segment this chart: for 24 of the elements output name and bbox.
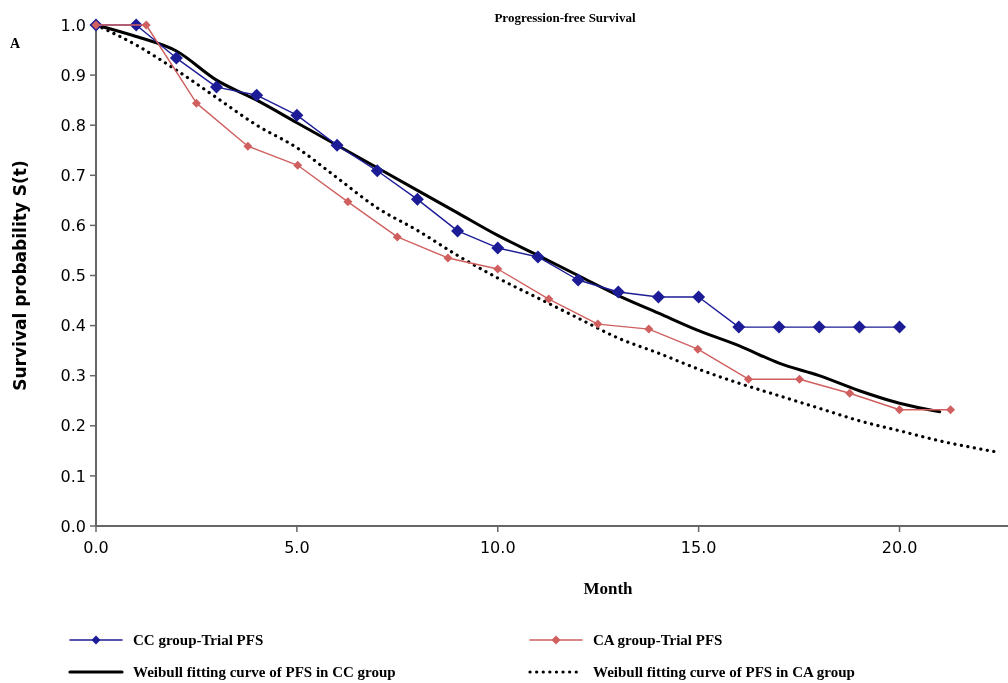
legend-label: CA group-Trial PFS: [593, 632, 723, 649]
y-tick-label: 0.0: [60, 516, 86, 536]
y-tick-label: 1.0: [60, 15, 86, 35]
legend-label: Weibull fitting curve of PFS in CA group: [593, 664, 855, 681]
y-tick-label: 0.2: [60, 416, 86, 436]
y-tick-label: 0.8: [60, 115, 86, 135]
x-tick-label: 15.0: [680, 538, 717, 557]
y-tick-label: 0.1: [60, 466, 86, 486]
x-tick-label: 5.0: [284, 538, 310, 557]
y-tick-label: 0.5: [60, 266, 86, 286]
y-tick-label: 0.4: [60, 316, 86, 336]
y-tick-label: 0.3: [60, 366, 86, 386]
x-tick-label: 0.0: [83, 538, 109, 557]
y-tick-label: 0.7: [60, 165, 86, 185]
y-axis-title: Survival probability S(t): [10, 160, 30, 391]
chart-title: Progression-free Survival: [494, 10, 636, 25]
x-axis-title: Month: [583, 579, 634, 598]
x-tick-label: 10.0: [479, 538, 516, 557]
y-tick-label: 0.6: [60, 216, 86, 235]
y-tick-label: 0.9: [60, 65, 86, 85]
text: A: [10, 36, 21, 51]
legend-label: CC group-Trial PFS: [133, 632, 264, 649]
legend-label: Weibull fitting curve of PFS in CC group: [133, 664, 396, 681]
x-tick-label: 20.0: [881, 538, 918, 557]
